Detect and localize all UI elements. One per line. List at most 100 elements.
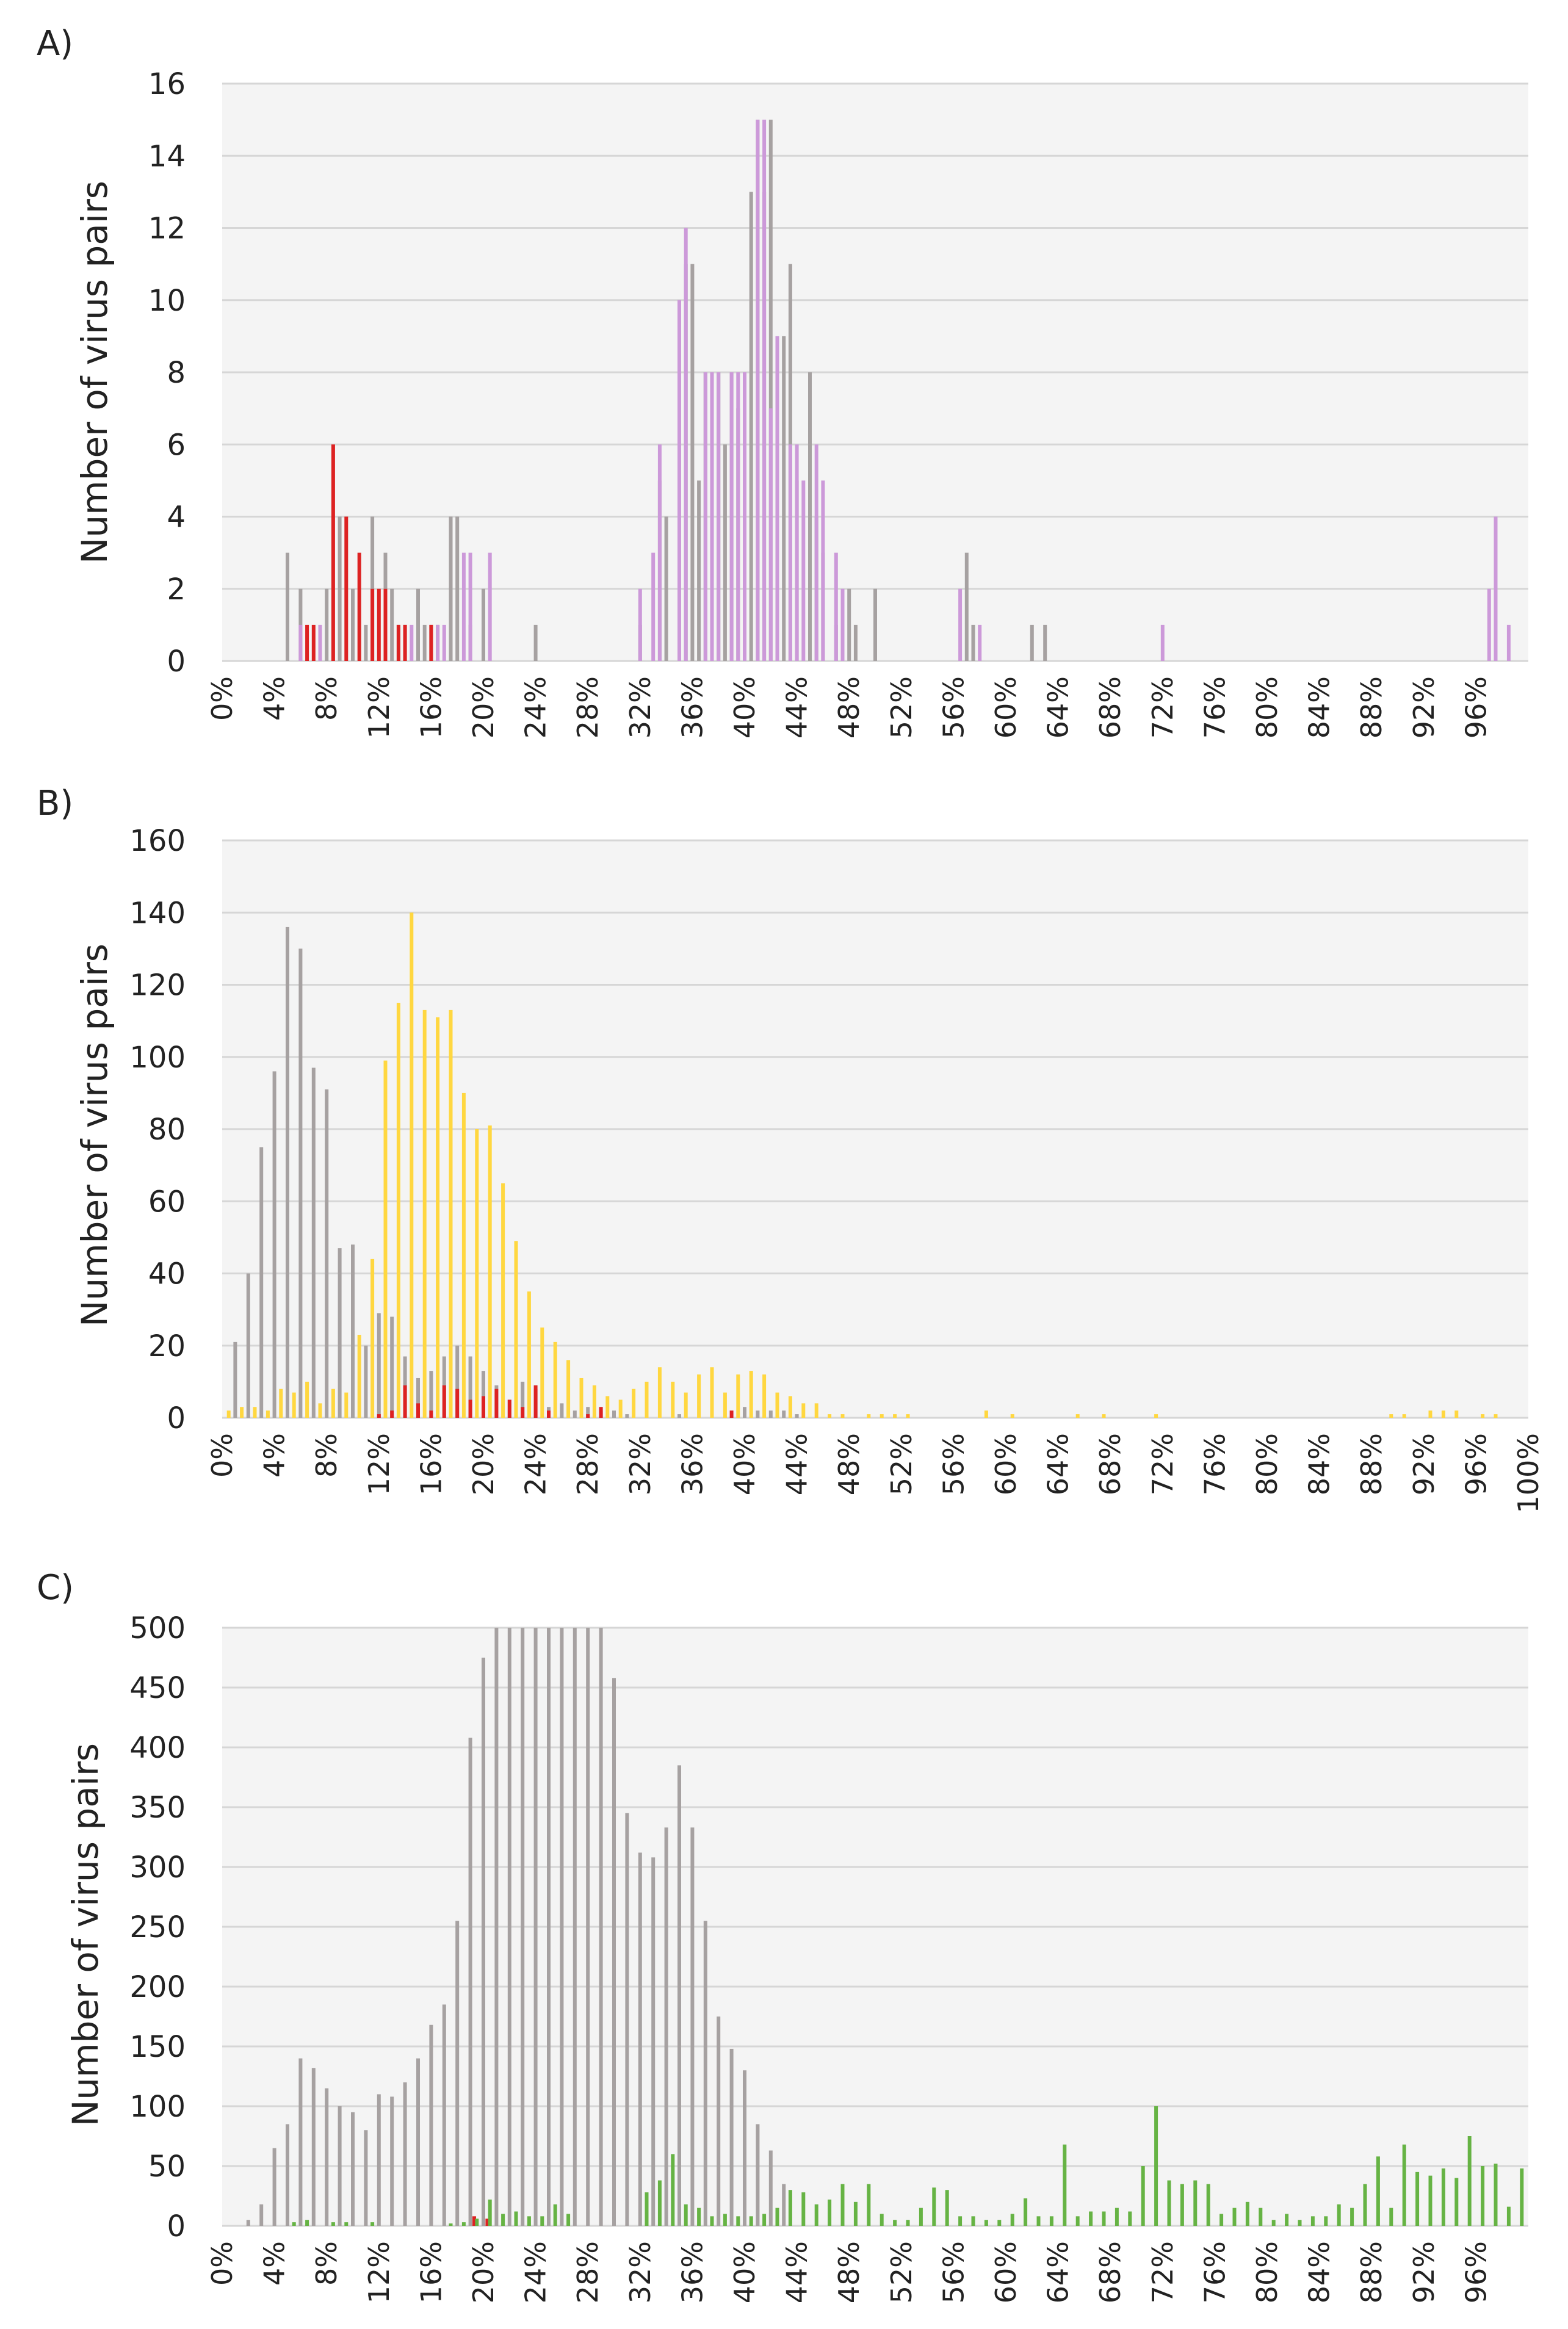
bar-red [442, 1385, 446, 1418]
bar-yellow [736, 1374, 740, 1418]
x-tick-label: 96% [1459, 676, 1492, 738]
bar-gray [259, 1147, 264, 1418]
bar-green [710, 2216, 714, 2226]
bar-green [461, 2222, 466, 2226]
bar-purple [1506, 624, 1511, 661]
bar-yellow [657, 1367, 662, 1418]
bar-gray [482, 1658, 485, 2226]
bar-yellow [527, 1291, 531, 1418]
y-axis-title: Number of virus pairs [65, 1743, 106, 2126]
x-tick-label: 84% [1303, 1433, 1336, 1495]
y-axis-title: Number of virus pairs [74, 944, 115, 1327]
bar-yellow [422, 1009, 427, 1418]
y-tick-label: 0 [167, 645, 186, 679]
x-tick-label: 52% [885, 1433, 918, 1495]
bar-red [390, 1410, 394, 1418]
panel-a: A) Number of virus pairs 0 2 4 6 8 10 12 14 16 0… [37, 24, 1528, 738]
bar-red [599, 1407, 603, 1418]
bars [286, 120, 1511, 661]
bar-yellow [749, 1371, 753, 1418]
bar-gray [468, 1356, 472, 1418]
bar-green [1167, 2180, 1171, 2226]
x-tick-label: 96% [1459, 2241, 1492, 2303]
bar-green [840, 2184, 845, 2226]
bar-gray [482, 588, 485, 661]
bar-green [1376, 2156, 1380, 2226]
bar-gray [377, 2094, 381, 2226]
bar-gray [808, 372, 812, 661]
bar-purple [788, 444, 792, 661]
bar-gray [286, 926, 289, 1418]
bar-green [919, 2208, 923, 2226]
bar-green [958, 2216, 963, 2226]
x-tick-label: 24% [519, 2241, 552, 2303]
bar-green [880, 2214, 884, 2226]
x-tick-label: 80% [1251, 2241, 1284, 2303]
bar-gray [259, 2204, 264, 2226]
bar-gray [351, 2112, 355, 2226]
bar-gray [697, 480, 701, 661]
bar-yellow [1075, 1414, 1080, 1418]
bar-green [814, 2204, 818, 2226]
bar-purple [795, 444, 799, 661]
bar-gray [416, 1378, 420, 1418]
x-tick-label: 12% [363, 676, 396, 738]
bar-yellow [579, 1378, 583, 1418]
bar-yellow [801, 1403, 806, 1418]
bar-gray [233, 1341, 237, 1418]
bar-gray [795, 1414, 799, 1418]
y-tick-label: 150 [129, 2030, 186, 2064]
x-tick-label: 16% [414, 2241, 447, 2303]
bar-purple [736, 372, 740, 661]
bar-green [1063, 2144, 1067, 2226]
bar-gray [246, 1273, 250, 1418]
y-tick-labels: 0 20 40 60 80 100 120 140 160 [129, 824, 186, 1435]
x-tick-label: 32% [624, 1433, 657, 1495]
bar-green [514, 2211, 518, 2226]
bar-green [449, 2223, 453, 2226]
bar-purple [318, 624, 322, 661]
bar-yellow [292, 1392, 296, 1418]
bar-green [1520, 2168, 1524, 2226]
x-tick-label: 80% [1251, 676, 1284, 738]
x-tick-label: 20% [467, 676, 500, 738]
x-tick-label: 68% [1094, 1433, 1127, 1495]
bar-red [357, 552, 361, 661]
y-tick-label: 16 [148, 67, 186, 101]
bar-purple [710, 372, 714, 661]
bar-green [1363, 2184, 1367, 2226]
bar-yellow [880, 1414, 884, 1418]
bar-yellow [410, 912, 414, 1418]
bar-purple [684, 228, 688, 661]
y-tick-label: 140 [129, 896, 186, 930]
bar-gray [586, 1407, 590, 1418]
x-tick-label: 60% [989, 1433, 1022, 1495]
bar-red [331, 444, 335, 661]
x-tick-label: 44% [781, 2241, 814, 2303]
bar-green [671, 2154, 675, 2226]
bar-green [736, 2216, 740, 2226]
bar-purple [762, 120, 767, 661]
bar-gray [429, 2024, 433, 2226]
bar-yellow [1102, 1414, 1106, 1418]
bar-green [723, 2214, 727, 2226]
bar-red [396, 624, 400, 661]
bar-yellow [266, 1410, 270, 1418]
bar-green [801, 2192, 806, 2226]
x-tick-label: 4% [258, 1433, 291, 1478]
bar-green [1245, 2201, 1249, 2226]
bar-yellow [357, 1335, 361, 1418]
x-tick-label: 28% [571, 2241, 604, 2303]
x-tick-label: 44% [781, 676, 814, 738]
bar-purple [1494, 516, 1498, 661]
bar-yellow [723, 1392, 727, 1418]
x-tick-label: 32% [624, 676, 657, 738]
y-tick-label: 40 [148, 1257, 186, 1291]
bar-red [455, 1388, 460, 1418]
y-tick-label: 0 [167, 1401, 186, 1435]
bar-yellow [762, 1374, 767, 1418]
bar-gray [703, 1921, 707, 2226]
bar-red [472, 2216, 477, 2226]
bar-purple [657, 444, 662, 661]
bar-gray [723, 444, 727, 661]
